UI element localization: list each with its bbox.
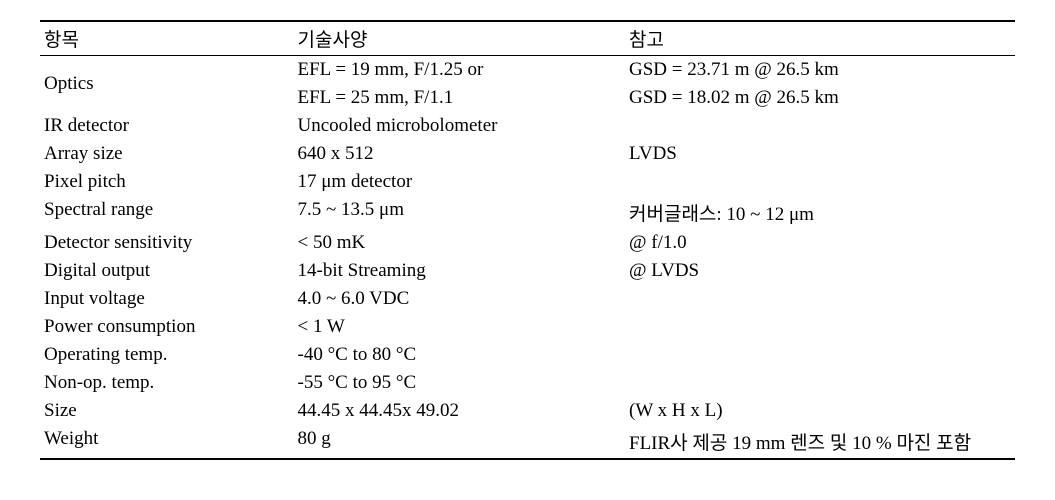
table-row: Input voltage 4.0 ~ 6.0 VDC bbox=[40, 285, 1015, 313]
cell-item: Digital output bbox=[40, 257, 294, 285]
table-row: Digital output 14-bit Streaming @ LVDS bbox=[40, 257, 1015, 285]
cell-item: Spectral range bbox=[40, 196, 294, 229]
cell-note bbox=[625, 168, 1015, 196]
table-row: Array size 640 x 512 LVDS bbox=[40, 140, 1015, 168]
cell-note: GSD = 18.02 m @ 26.5 km bbox=[625, 84, 1015, 112]
cell-spec: 44.45 x 44.45x 49.02 bbox=[294, 397, 626, 425]
cell-note bbox=[625, 112, 1015, 140]
cell-spec: 17 μm detector bbox=[294, 168, 626, 196]
cell-note: GSD = 23.71 m @ 26.5 km bbox=[625, 56, 1015, 85]
cell-item: Power consumption bbox=[40, 313, 294, 341]
cell-item: Pixel pitch bbox=[40, 168, 294, 196]
cell-note: LVDS bbox=[625, 140, 1015, 168]
header-row: 항목 기술사양 참고 bbox=[40, 21, 1015, 56]
cell-note: @ LVDS bbox=[625, 257, 1015, 285]
cell-item: Operating temp. bbox=[40, 341, 294, 369]
table-row: Optics EFL = 19 mm, F/1.25 or GSD = 23.7… bbox=[40, 56, 1015, 85]
cell-spec: 640 x 512 bbox=[294, 140, 626, 168]
cell-note bbox=[625, 285, 1015, 313]
cell-spec: 4.0 ~ 6.0 VDC bbox=[294, 285, 626, 313]
header-note: 참고 bbox=[625, 21, 1015, 56]
cell-spec: < 50 mK bbox=[294, 229, 626, 257]
cell-item: Size bbox=[40, 397, 294, 425]
cell-spec: < 1 W bbox=[294, 313, 626, 341]
header-item: 항목 bbox=[40, 21, 294, 56]
table-row: Pixel pitch 17 μm detector bbox=[40, 168, 1015, 196]
cell-item: Detector sensitivity bbox=[40, 229, 294, 257]
cell-note: (W x H x L) bbox=[625, 397, 1015, 425]
cell-item: Input voltage bbox=[40, 285, 294, 313]
table-row: Non-op. temp. -55 °C to 95 °C bbox=[40, 369, 1015, 397]
cell-spec: 14-bit Streaming bbox=[294, 257, 626, 285]
cell-spec: -55 °C to 95 °C bbox=[294, 369, 626, 397]
cell-spec: EFL = 19 mm, F/1.25 or bbox=[294, 56, 626, 85]
cell-note: 커버글래스: 10 ~ 12 μm bbox=[625, 196, 1015, 229]
cell-optics-label: Optics bbox=[40, 56, 294, 113]
cell-note: FLIR사 제공 19 mm 렌즈 및 10 % 마진 포함 bbox=[625, 425, 1015, 459]
cell-item: Array size bbox=[40, 140, 294, 168]
cell-spec: 80 g bbox=[294, 425, 626, 459]
cell-spec: -40 °C to 80 °C bbox=[294, 341, 626, 369]
table-row: Power consumption < 1 W bbox=[40, 313, 1015, 341]
cell-item: IR detector bbox=[40, 112, 294, 140]
cell-note bbox=[625, 369, 1015, 397]
header-spec: 기술사양 bbox=[294, 21, 626, 56]
table-row: IR detector Uncooled microbolometer bbox=[40, 112, 1015, 140]
cell-spec: 7.5 ~ 13.5 μm bbox=[294, 196, 626, 229]
cell-spec: Uncooled microbolometer bbox=[294, 112, 626, 140]
cell-note bbox=[625, 341, 1015, 369]
table-row: Spectral range 7.5 ~ 13.5 μm 커버글래스: 10 ~… bbox=[40, 196, 1015, 229]
table-row: Operating temp. -40 °C to 80 °C bbox=[40, 341, 1015, 369]
table-row: Weight 80 g FLIR사 제공 19 mm 렌즈 및 10 % 마진 … bbox=[40, 425, 1015, 459]
cell-item: Weight bbox=[40, 425, 294, 459]
table-row: Size 44.45 x 44.45x 49.02 (W x H x L) bbox=[40, 397, 1015, 425]
cell-note: @ f/1.0 bbox=[625, 229, 1015, 257]
table-row: Detector sensitivity < 50 mK @ f/1.0 bbox=[40, 229, 1015, 257]
cell-note bbox=[625, 313, 1015, 341]
cell-spec: EFL = 25 mm, F/1.1 bbox=[294, 84, 626, 112]
cell-item: Non-op. temp. bbox=[40, 369, 294, 397]
spec-table: 항목 기술사양 참고 Optics EFL = 19 mm, F/1.25 or… bbox=[40, 20, 1015, 460]
